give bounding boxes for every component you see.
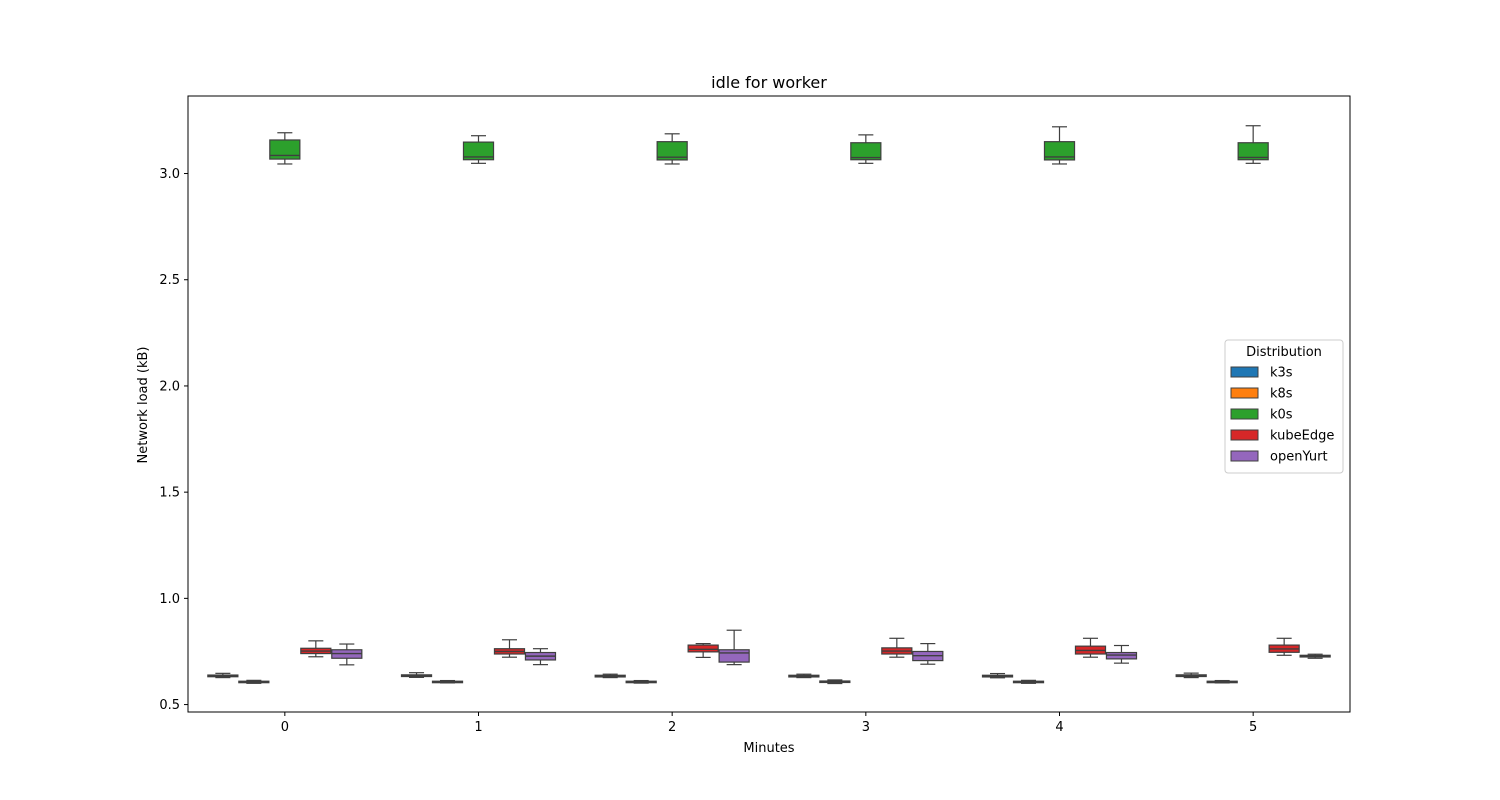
box-k0s-3 bbox=[850, 134, 882, 164]
box-k3s-0 bbox=[207, 672, 239, 679]
box-k0s-5 bbox=[1237, 125, 1269, 164]
x-axis-label: Minutes bbox=[743, 741, 794, 756]
box-k0s-1 bbox=[462, 135, 495, 164]
box-openYurt-0 bbox=[331, 643, 363, 666]
x-tick-label: 5 bbox=[1249, 720, 1257, 735]
box-kubeEdge-3 bbox=[881, 637, 913, 658]
box-k8s-5 bbox=[1206, 679, 1238, 684]
box-k3s-4 bbox=[981, 672, 1014, 679]
box-kubeEdge-5 bbox=[1268, 637, 1300, 656]
box-iqr bbox=[269, 139, 301, 160]
box-k0s-0 bbox=[269, 132, 301, 165]
box-k3s-2 bbox=[594, 673, 626, 679]
x-tick-label: 0 bbox=[281, 720, 289, 735]
box-openYurt-1 bbox=[524, 648, 557, 666]
box-iqr bbox=[850, 142, 882, 161]
x-axis: 0 1 2 3 4 5 bbox=[281, 712, 1257, 735]
legend-swatch-kubeEdge bbox=[1230, 429, 1259, 441]
box-k0s-2 bbox=[656, 133, 688, 165]
x-tick-label: 4 bbox=[1055, 720, 1063, 735]
y-tick-label: 0.5 bbox=[159, 698, 180, 713]
y-tick-label: 2.0 bbox=[159, 379, 180, 394]
box-k3s-3 bbox=[788, 673, 820, 679]
y-tick-label: 2.5 bbox=[159, 273, 180, 288]
x-tick-label: 1 bbox=[474, 720, 482, 735]
boxes-layer bbox=[207, 125, 1331, 685]
box-openYurt-2 bbox=[718, 629, 750, 666]
box-k8s-0 bbox=[238, 679, 270, 684]
box-iqr bbox=[462, 141, 495, 161]
y-axis: 0.5 1.0 1.5 2.0 2.5 3.0 bbox=[159, 167, 188, 713]
x-tick-label: 2 bbox=[668, 720, 676, 735]
legend-label-k3s: k3s bbox=[1270, 366, 1293, 381]
box-openYurt-3 bbox=[912, 643, 944, 665]
y-tick-label: 1.0 bbox=[159, 592, 180, 607]
legend-label-k0s: k0s bbox=[1270, 408, 1293, 423]
legend-title: Distribution bbox=[1246, 345, 1322, 360]
box-kubeEdge-1 bbox=[493, 639, 526, 658]
legend-label-kubeEdge: kubeEdge bbox=[1270, 429, 1334, 444]
box-k3s-1 bbox=[400, 672, 433, 678]
box-k8s-2 bbox=[625, 679, 657, 684]
box-iqr bbox=[1043, 141, 1076, 161]
box-k3s-5 bbox=[1175, 672, 1207, 679]
legend: Distribution k3s k8s k0s kubeEdge openYurt bbox=[1224, 339, 1344, 474]
legend-label-k8s: k8s bbox=[1270, 387, 1293, 402]
box-k8s-3 bbox=[819, 679, 851, 685]
legend-swatch-k8s bbox=[1230, 387, 1259, 399]
legend-swatch-k0s bbox=[1230, 408, 1259, 420]
x-tick-label: 3 bbox=[862, 720, 870, 735]
legend-swatch-openYurt bbox=[1230, 450, 1259, 462]
box-iqr bbox=[656, 141, 688, 161]
box-k0s-4 bbox=[1043, 126, 1076, 165]
box-k8s-4 bbox=[1012, 679, 1045, 684]
box-openYurt-5 bbox=[1299, 653, 1331, 659]
y-axis-label: Network load (kB) bbox=[136, 347, 151, 464]
box-kubeEdge-0 bbox=[300, 640, 332, 658]
legend-label-openYurt: openYurt bbox=[1270, 450, 1328, 465]
box-k8s-1 bbox=[431, 679, 464, 684]
box-iqr bbox=[687, 644, 719, 653]
box-kubeEdge-2 bbox=[687, 643, 719, 659]
legend-swatch-k3s bbox=[1230, 366, 1259, 378]
box-iqr bbox=[718, 649, 750, 663]
chart-title: idle for worker bbox=[711, 73, 827, 92]
box-iqr bbox=[1237, 142, 1269, 161]
y-tick-label: 3.0 bbox=[159, 167, 180, 182]
plot-frame bbox=[187, 95, 1351, 713]
box-openYurt-4 bbox=[1105, 644, 1138, 664]
y-tick-label: 1.5 bbox=[159, 486, 180, 501]
box-kubeEdge-4 bbox=[1074, 637, 1107, 658]
